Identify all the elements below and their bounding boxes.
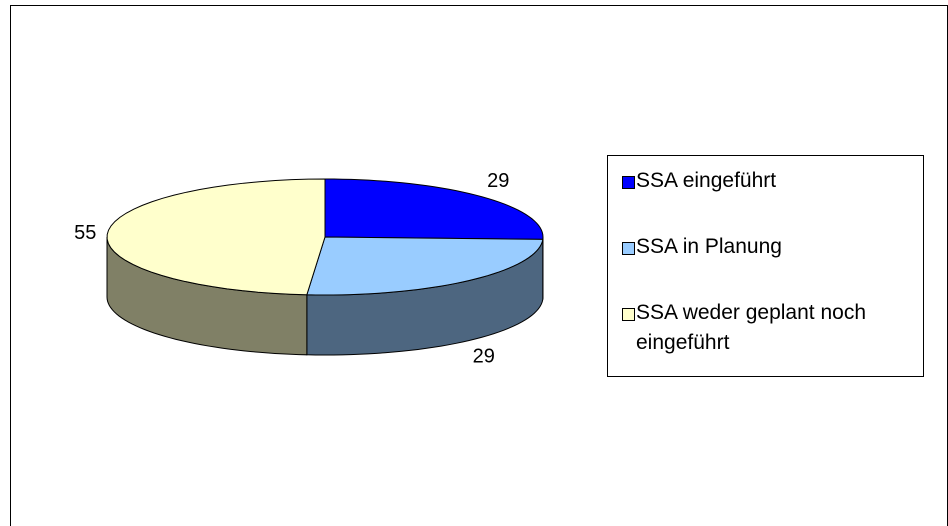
legend-swatch <box>622 308 635 321</box>
legend-label: SSA in Planung <box>636 235 782 258</box>
legend-swatch <box>622 176 635 189</box>
pie: 29 29 55 <box>74 170 544 367</box>
pie-slice <box>106 178 326 296</box>
data-label: 29 <box>487 170 509 192</box>
legend: SSA eingeführt SSA in Planung SSA weder ge… <box>607 155 924 377</box>
legend-swatch <box>622 242 635 255</box>
pie-slice <box>306 236 544 296</box>
legend-label: SSA eingeführt <box>636 169 777 192</box>
legend-label: SSA weder geplant noch eingeführt <box>636 301 866 354</box>
data-label: 29 <box>473 345 495 367</box>
data-label: 55 <box>74 222 96 244</box>
pie-slice <box>324 178 544 240</box>
